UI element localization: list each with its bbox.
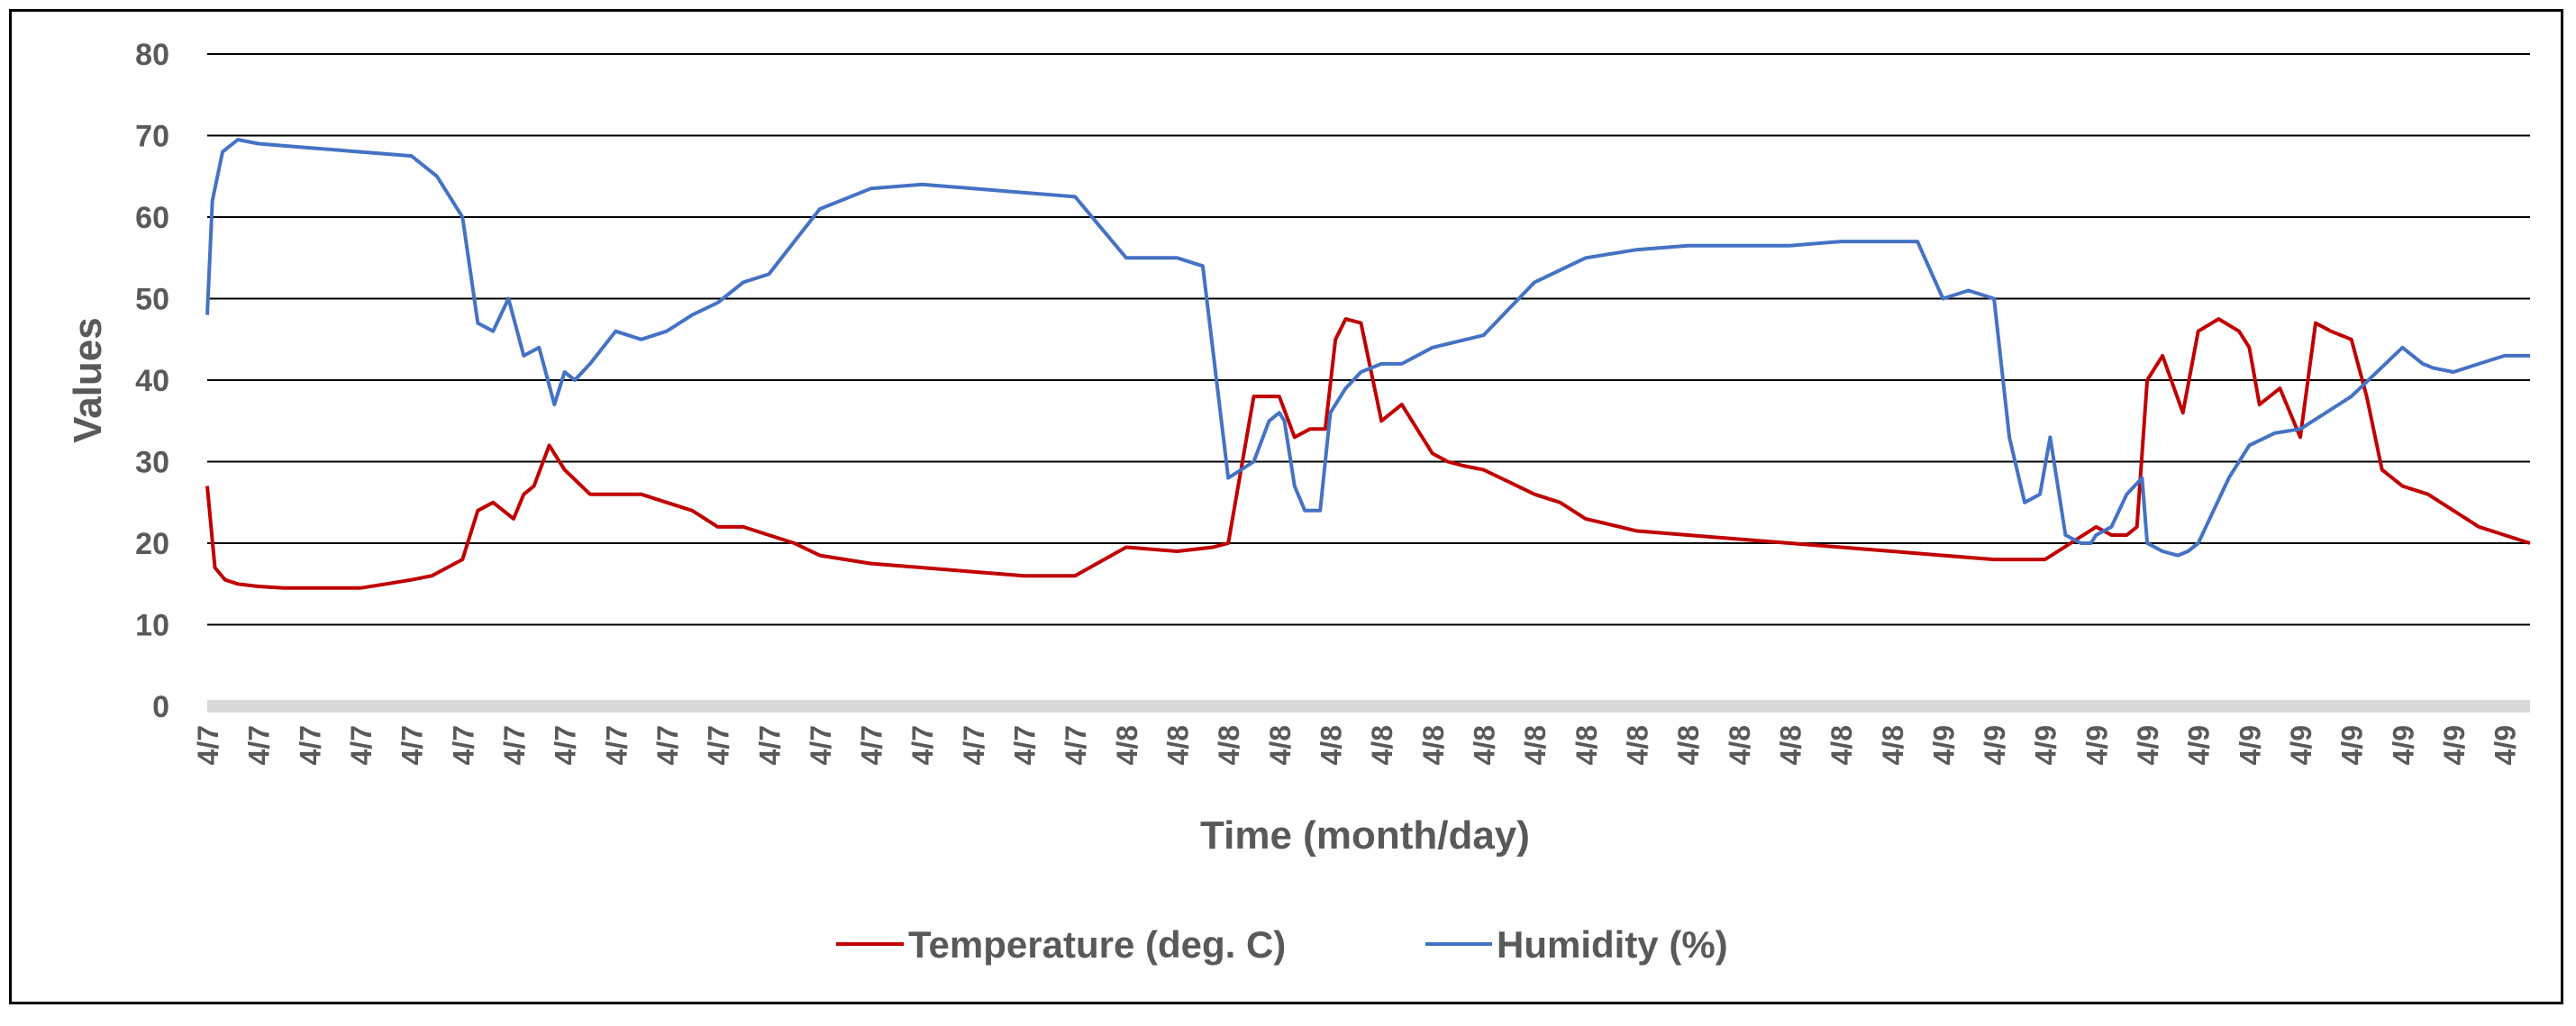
x-tick-label: 4/9 — [2183, 725, 2216, 765]
series-lines — [205, 138, 2531, 590]
x-tick-label: 4/8 — [1366, 725, 1398, 765]
x-tick-label: 4/8 — [1417, 725, 1450, 765]
x-tick-label: 4/7 — [703, 725, 735, 765]
x-tick-label: 4/7 — [958, 725, 990, 765]
x-tick-label: 4/7 — [753, 725, 786, 765]
x-tick-label: 4/9 — [1979, 725, 2011, 765]
y-axis-ticks: 0 10 20 30 40 50 60 70 80 — [135, 38, 169, 724]
y-tick-label: 80 — [135, 38, 169, 72]
y-tick-label: 0 — [152, 690, 169, 724]
x-tick-label: 4/7 — [550, 725, 582, 765]
x-tick-label: 4/8 — [1877, 725, 1909, 765]
x-tick-label: 4/9 — [1927, 725, 1960, 765]
x-tick-label: 4/8 — [1774, 725, 1807, 765]
x-tick-label: 4/8 — [1162, 725, 1195, 765]
humidity-line — [205, 138, 2530, 558]
x-tick-label: 4/8 — [1570, 725, 1603, 765]
x-tick-label: 4/8 — [1724, 725, 1756, 765]
x-tick-label: 4/9 — [2438, 725, 2471, 765]
x-tick-label: 4/9 — [2285, 725, 2317, 765]
x-tick-label: 4/8 — [1468, 725, 1500, 765]
x-tick-label: 4/7 — [1009, 725, 1042, 765]
x-tick-label: 4/7 — [906, 725, 939, 765]
x-tick-label: 4/9 — [2387, 725, 2419, 765]
y-tick-label: 70 — [135, 120, 169, 154]
x-tick-label: 4/7 — [498, 725, 531, 765]
x-tick-label: 4/7 — [396, 725, 429, 765]
x-tick-label: 4/8 — [1213, 725, 1245, 765]
x-tick-label: 4/8 — [1621, 725, 1653, 765]
x-tick-label: 4/7 — [294, 725, 326, 765]
x-tick-label: 4/8 — [1825, 725, 1858, 765]
y-tick-label: 30 — [135, 446, 169, 480]
y-tick-label: 60 — [135, 201, 169, 235]
y-axis-title: Values — [66, 317, 110, 442]
y-tick-label: 50 — [135, 283, 169, 317]
x-tick-label: 4/9 — [2490, 725, 2522, 765]
x-tick-label: 4/7 — [651, 725, 684, 765]
y-tick-label: 10 — [135, 609, 169, 643]
x-tick-label: 4/8 — [1111, 725, 1143, 765]
y-tick-label: 20 — [135, 527, 169, 561]
x-axis-title: Time (month/day) — [1200, 813, 1530, 858]
x-tick-label: 4/9 — [2132, 725, 2164, 765]
x-tick-label: 4/7 — [856, 725, 888, 765]
x-tick-label: 4/7 — [805, 725, 837, 765]
x-tick-label: 4/7 — [600, 725, 633, 765]
x-tick-label: 4/9 — [2234, 725, 2266, 765]
x-tick-label: 4/8 — [1672, 725, 1705, 765]
x-tick-label: 4/7 — [1060, 725, 1092, 765]
x-tick-label: 4/7 — [192, 725, 224, 765]
x-tick-label: 4/9 — [2336, 725, 2369, 765]
legend: Temperature (deg. C) Humidity (%) — [836, 923, 1728, 966]
x-tick-label: 4/9 — [2080, 725, 2113, 765]
x-tick-label: 4/7 — [447, 725, 479, 765]
x-tick-label: 4/8 — [1264, 725, 1297, 765]
x-tick-label: 4/7 — [243, 725, 276, 765]
legend-temperature-label: Temperature (deg. C) — [908, 923, 1286, 966]
temperature-line — [205, 317, 2531, 590]
gridlines — [207, 53, 2530, 713]
y-tick-label: 40 — [135, 364, 169, 398]
x-tick-label: 4/8 — [1315, 725, 1348, 765]
x-tick-label: 4/9 — [2030, 725, 2062, 765]
x-tick-label: 4/7 — [345, 725, 378, 765]
legend-humidity-label: Humidity (%) — [1497, 923, 1728, 966]
x-axis-ticks: 4/7 4/7 4/7 4/7 4/7 4/7 4/7 4/7 4/7 4/7 4/7 4/7 4/7 4… — [192, 725, 2522, 765]
x-tick-label: 4/8 — [1519, 725, 1552, 765]
